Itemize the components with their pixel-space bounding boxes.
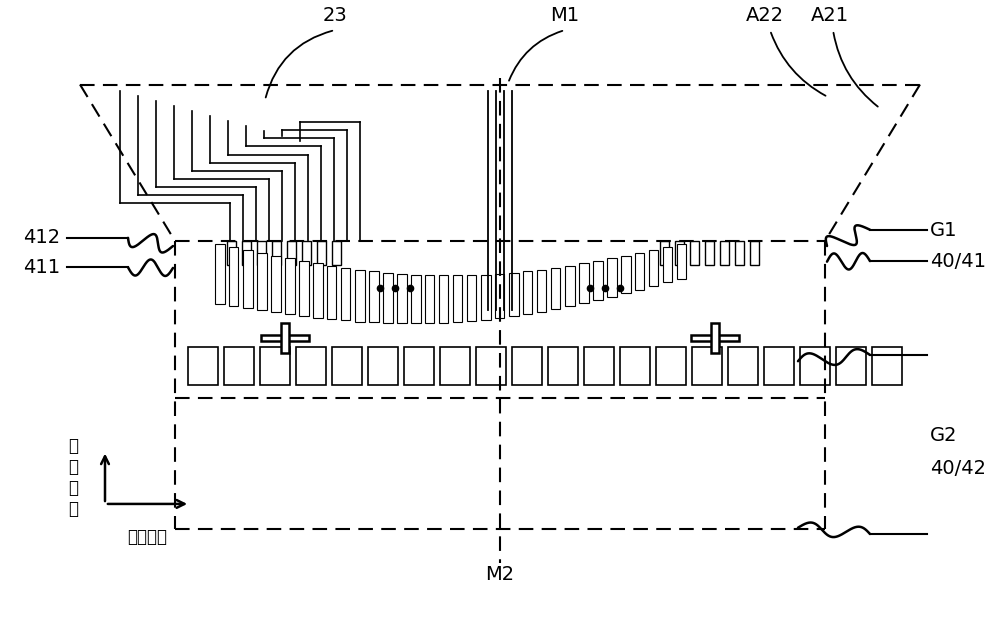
Bar (229, 247, 238, 306)
Bar (261, 336, 309, 341)
Text: G2: G2 (930, 426, 958, 444)
Text: A21: A21 (811, 6, 849, 25)
Bar (257, 241, 266, 265)
Bar (593, 261, 602, 300)
Bar (227, 241, 236, 265)
Bar (675, 241, 684, 265)
Bar (800, 347, 830, 385)
Bar (368, 347, 398, 385)
Bar (341, 268, 350, 321)
Bar (705, 241, 714, 265)
Bar (649, 250, 658, 286)
Bar (711, 323, 719, 353)
Bar (369, 271, 378, 322)
Bar (425, 275, 434, 323)
Bar (495, 274, 504, 318)
Bar (764, 347, 794, 385)
Bar (565, 266, 574, 306)
Bar (735, 241, 744, 265)
Bar (287, 241, 296, 265)
Bar (476, 347, 506, 385)
Bar (302, 241, 311, 265)
Text: 412: 412 (23, 228, 60, 247)
Bar (663, 247, 672, 282)
Bar (453, 275, 462, 322)
Text: 40/41: 40/41 (930, 252, 986, 270)
Bar (332, 347, 362, 385)
Bar (548, 347, 578, 385)
Bar (257, 253, 266, 310)
Bar (512, 347, 542, 385)
Bar (355, 270, 364, 322)
Bar (188, 347, 218, 385)
Bar (404, 347, 434, 385)
Bar (281, 323, 289, 353)
Bar (272, 241, 281, 265)
Text: 第一方向: 第一方向 (128, 528, 168, 546)
Bar (285, 259, 294, 314)
Text: 40/42: 40/42 (930, 459, 986, 478)
Bar (537, 270, 546, 312)
Text: A22: A22 (746, 6, 784, 25)
Bar (523, 271, 532, 314)
Bar (579, 264, 588, 303)
Bar (327, 266, 336, 319)
Bar (635, 253, 644, 290)
Bar (872, 347, 902, 385)
Bar (656, 347, 686, 385)
Bar (242, 241, 251, 265)
Text: 23: 23 (323, 6, 347, 25)
Bar (411, 275, 420, 324)
Bar (690, 241, 699, 265)
Text: 第
二
方
向: 第 二 方 向 (68, 437, 78, 518)
Text: 411: 411 (23, 258, 60, 277)
Bar (260, 347, 290, 385)
Bar (551, 268, 560, 309)
Text: M2: M2 (485, 565, 515, 583)
Bar (691, 336, 739, 341)
Bar (720, 241, 729, 265)
Bar (509, 272, 518, 316)
Bar (692, 347, 722, 385)
Bar (728, 347, 758, 385)
Bar (383, 272, 392, 323)
Bar (660, 241, 669, 265)
Bar (836, 347, 866, 385)
Bar (296, 347, 326, 385)
Bar (332, 241, 341, 265)
Bar (467, 275, 476, 321)
Bar (584, 347, 614, 385)
Bar (677, 244, 686, 279)
Bar (215, 244, 224, 304)
Bar (607, 259, 616, 297)
Bar (750, 241, 759, 265)
Bar (243, 250, 252, 308)
Bar (397, 274, 406, 323)
Bar (317, 241, 326, 265)
Bar (299, 261, 308, 316)
Bar (621, 256, 631, 293)
Bar (481, 275, 490, 320)
Bar (313, 264, 322, 317)
Bar (271, 256, 280, 312)
Text: M1: M1 (550, 6, 580, 25)
Text: G1: G1 (930, 221, 958, 240)
Bar (224, 347, 254, 385)
Bar (439, 275, 448, 323)
Bar (440, 347, 470, 385)
Bar (620, 347, 650, 385)
